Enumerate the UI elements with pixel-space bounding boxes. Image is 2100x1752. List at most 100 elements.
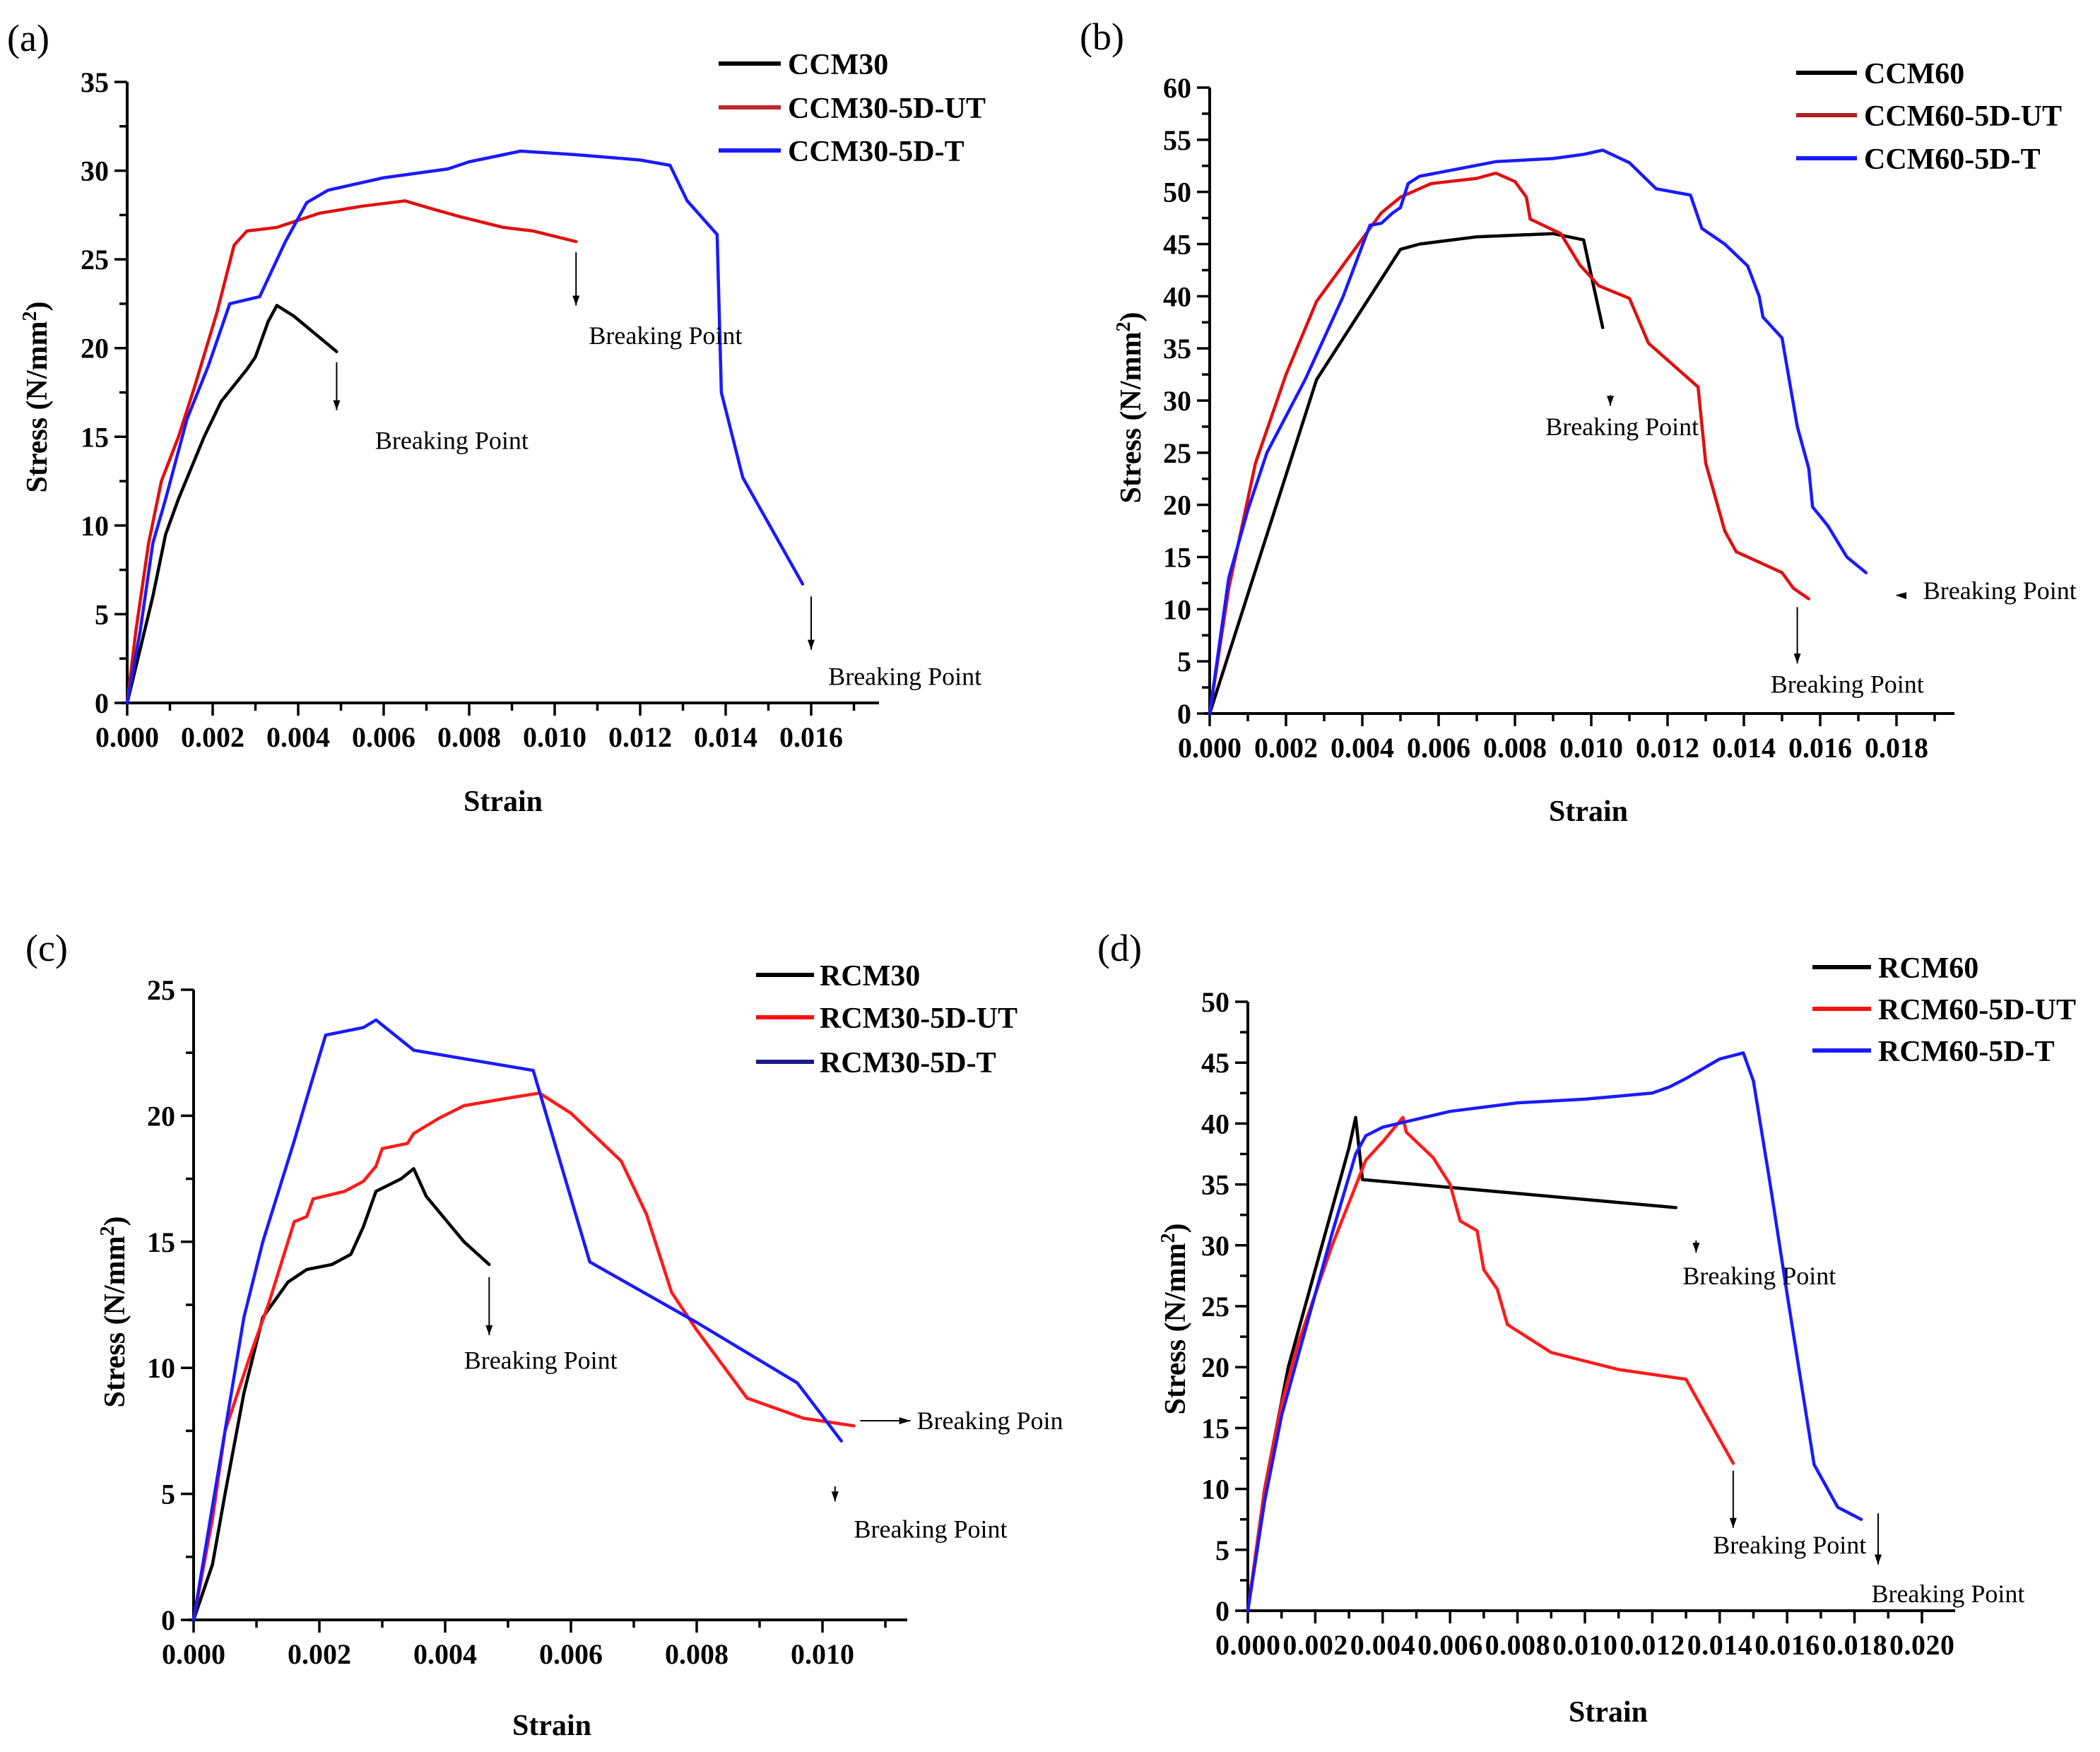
arrow-head-icon — [899, 1417, 911, 1425]
legend-item: RCM60 — [1812, 952, 1978, 985]
x-tick-label: 0.010 — [1552, 1629, 1617, 1661]
legend-label: CCM60-5D-T — [1864, 143, 2041, 176]
y-tick-label: 20 — [1201, 1351, 1229, 1383]
arrow-head-icon — [1793, 653, 1801, 664]
legend-item: CCM60 — [1796, 58, 1964, 90]
y-tick-label: 0 — [1177, 698, 1191, 730]
plot-area — [1246, 1051, 1863, 1613]
x-tick-label: 0.014 — [694, 721, 757, 753]
y-tick-label: 50 — [1163, 177, 1191, 208]
y-axis-title: Stress (N/mm2) — [1113, 312, 1148, 503]
legend-label: CCM30-5D-T — [788, 136, 965, 168]
y-tick-label: 10 — [81, 510, 109, 542]
y-tick-label: 10 — [1163, 593, 1191, 625]
x-tick-label: 0.016 — [1788, 732, 1852, 764]
legend-item: RCM30 — [756, 960, 920, 993]
panel-label: (a) — [7, 17, 49, 59]
x-tick-label: 0.002 — [288, 1638, 351, 1670]
y-tick-label: 0 — [95, 687, 109, 719]
x-tick-label: 0.006 — [1417, 1629, 1482, 1661]
series-line-ccm60-5d-ut — [1208, 171, 1811, 716]
x-tick-label: 0.004 — [1350, 1629, 1415, 1661]
y-tick-label: 10 — [147, 1352, 175, 1384]
legend-label: CCM60-5D-UT — [1864, 100, 2062, 133]
arrow-head-icon — [333, 400, 341, 410]
y-tick-label: 40 — [1201, 1108, 1229, 1140]
breaking-point-annotation: Breaking Poin — [860, 1407, 1063, 1435]
legend-item: RCM30-5D-UT — [756, 1002, 1017, 1035]
axes: 0.000 0.002 0.004 0.006 0.008 0.010 0 5 10 15 20 25 — [147, 974, 907, 1670]
axes: 0.000 0.002 0.004 0.006 0.008 0.010 0.012 0.014… — [1163, 72, 1954, 764]
arrow-head-icon — [1607, 396, 1614, 406]
x-axis-title: Strain — [464, 786, 543, 818]
y-tick-label: 15 — [1201, 1412, 1229, 1444]
panel-c: (c) Strain Stress (N/mm2) RCM30 RCM30-5D-… — [25, 927, 1063, 1742]
axes: 0.000 0.002 0.004 0.006 0.008 0.010 0.012 0.014… — [81, 66, 879, 753]
x-tick-label: 0.004 — [413, 1638, 477, 1670]
x-tick-label: 0.020 — [1889, 1629, 1954, 1661]
y-tick-label: 60 — [1163, 72, 1191, 104]
breaking-point-annotation: Breaking Point — [1682, 1240, 1836, 1290]
y-axis-title: Stress (N/mm2) — [97, 1216, 132, 1407]
x-tick-label: 0.010 — [791, 1638, 854, 1670]
series-line-rcm30-5d-ut — [191, 1091, 856, 1622]
y-tick-label: 45 — [1163, 229, 1191, 261]
series-line-rcm60-5d-t — [1246, 1051, 1863, 1613]
breaking-point-annotation: Breaking Point — [464, 1277, 618, 1374]
legend-label: RCM60-5D-T — [1878, 1036, 2055, 1068]
annotation-label: Breaking Poin — [917, 1407, 1063, 1435]
panel-label: (c) — [25, 927, 68, 969]
y-tick-label: 25 — [1201, 1291, 1229, 1322]
panel-b: (b) Strain Stress (N/mm2) CCM60 CCM60-5D-… — [1080, 16, 2077, 828]
x-tick-label: 0.012 — [1636, 732, 1699, 764]
y-axis-title: Stress (N/mm2) — [1157, 1223, 1193, 1414]
legend-label: CCM30-5D-UT — [788, 93, 986, 125]
annotation-label: Breaking Point — [589, 321, 742, 350]
x-tick-label: 0.006 — [539, 1638, 603, 1670]
annotation-label: Breaking Point — [464, 1346, 618, 1374]
y-tick-label: 25 — [147, 974, 175, 1006]
x-tick-label: 0.016 — [1754, 1629, 1819, 1661]
annotation-label: Breaking Point — [1545, 413, 1699, 441]
x-tick-label: 0.014 — [1712, 732, 1776, 764]
annotations: Breaking Point Breaking Poin Breaking Poin… — [464, 1277, 1063, 1544]
series-line-rcm60-5d-ut — [1246, 1115, 1735, 1613]
legend-item: CCM30 — [719, 49, 888, 81]
breaking-point-annotation: Breaking Point — [1713, 1470, 1866, 1559]
breaking-point-annotation: Breaking Point — [572, 252, 742, 350]
panel-label: (d) — [1097, 927, 1142, 969]
series-line-ccm60-5d-t — [1208, 148, 1868, 716]
legend-item: CCM60-5D-T — [1796, 143, 2041, 176]
x-axis-title: Strain — [1549, 795, 1628, 828]
x-tick-label: 0.004 — [1331, 732, 1394, 764]
y-tick-label: 5 — [1215, 1534, 1229, 1566]
arrow-head-icon — [485, 1325, 493, 1335]
x-tick-label: 0.000 — [1178, 732, 1241, 764]
y-tick-label: 0 — [161, 1604, 175, 1636]
y-tick-label: 5 — [1177, 646, 1191, 677]
x-tick-label: 0.018 — [1865, 732, 1928, 764]
x-tick-label: 0.002 — [1254, 732, 1318, 764]
legend-label: RCM60-5D-UT — [1878, 994, 2076, 1026]
x-tick-label: 0.008 — [437, 721, 501, 753]
arrow-head-icon — [572, 295, 580, 306]
x-axis-title: Strain — [1569, 1696, 1648, 1729]
x-tick-label: 0.002 — [1282, 1629, 1347, 1661]
breaking-point-annotation: Breaking Point — [1896, 576, 2077, 605]
x-tick-label: 0.008 — [665, 1638, 728, 1670]
y-tick-label: 5 — [95, 598, 109, 630]
y-tick-label: 50 — [1201, 986, 1229, 1018]
panel-d: (d) Strain Stress (N/mm2) RCM60 RCM60-5D-… — [1097, 927, 2076, 1729]
legend: RCM60 RCM60-5D-UT RCM60-5D-T — [1812, 952, 2076, 1068]
annotation-label: Breaking Point — [375, 426, 529, 454]
y-tick-label: 20 — [147, 1100, 175, 1132]
y-tick-label: 5 — [161, 1479, 175, 1510]
series-line-rcm60 — [1246, 1115, 1678, 1613]
y-tick-label: 30 — [1163, 385, 1191, 417]
y-tick-label: 15 — [147, 1226, 175, 1258]
y-axis-title: Stress (N/mm2) — [19, 301, 54, 492]
